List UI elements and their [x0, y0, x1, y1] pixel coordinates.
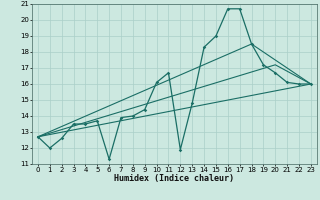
X-axis label: Humidex (Indice chaleur): Humidex (Indice chaleur) — [115, 174, 234, 183]
